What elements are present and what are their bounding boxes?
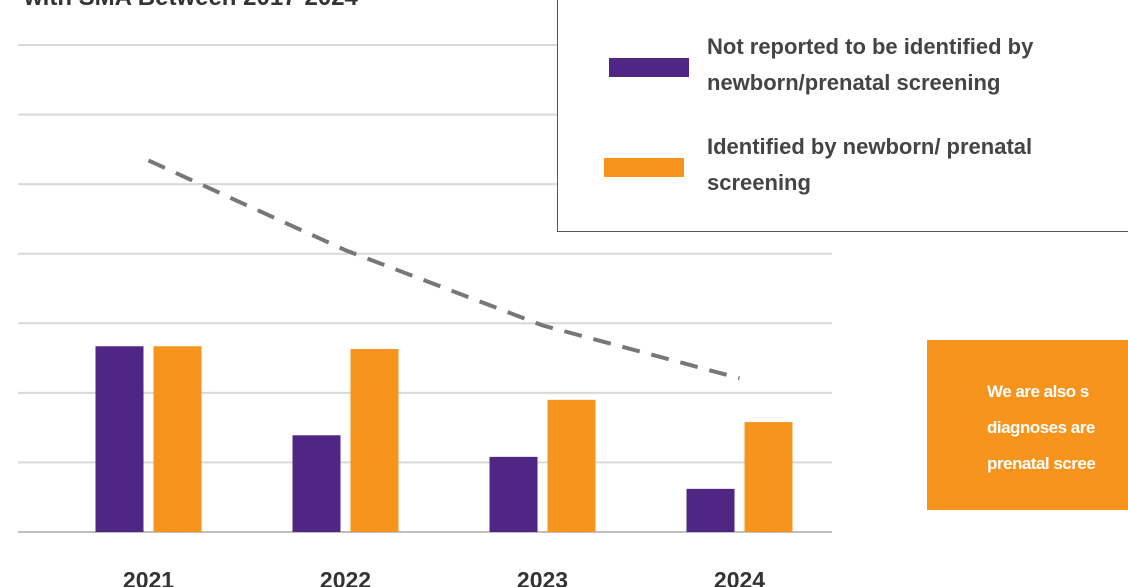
callout-box: We are also s diagnoses are prenatal scr… <box>927 340 1128 510</box>
callout-text: We are also s diagnoses are prenatal scr… <box>987 382 1096 473</box>
bar <box>95 346 144 532</box>
bar <box>292 435 341 532</box>
bar <box>350 349 399 532</box>
bar <box>547 399 596 532</box>
bar <box>489 456 538 532</box>
x-tick-label: 2024 <box>714 567 765 587</box>
legend-swatch <box>609 58 689 77</box>
legend-swatch <box>604 158 684 177</box>
x-tick-label: 2022 <box>320 567 371 587</box>
bar <box>744 422 793 532</box>
chart-title: with SMA Between 2017-2024 <box>24 0 358 12</box>
legend: Not reported to be identified by newborn… <box>557 0 1128 232</box>
bar <box>686 488 735 532</box>
legend-label: Not reported to be identified by newborn… <box>707 34 1034 95</box>
legend-label: Identified by newborn/ prenatal screenin… <box>707 134 1033 195</box>
bar <box>153 346 202 532</box>
x-tick-label: 2021 <box>123 567 174 587</box>
x-tick-label: 2023 <box>517 567 568 587</box>
